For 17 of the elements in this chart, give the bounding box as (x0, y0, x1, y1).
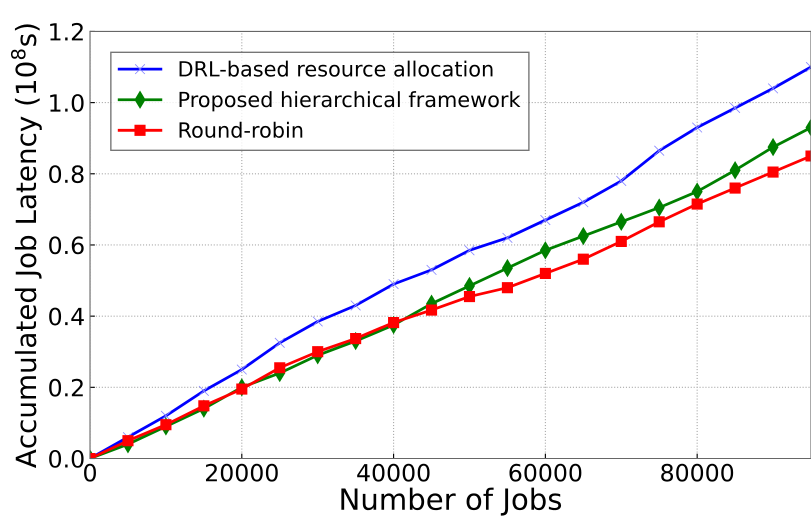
legend-label: Proposed hierarchical framework (180, 91, 520, 112)
x-tick-label: 40000 (357, 464, 430, 482)
y-tick-label: 0.2 (49, 378, 83, 397)
y-tick-label: 1.2 (50, 22, 83, 40)
x-tick-label: 20000 (206, 464, 278, 482)
x-tick-label: 0 (84, 464, 96, 482)
y-tick-label: 0.8 (49, 165, 84, 184)
y-axis-title: Accumulated Job Latency (10$^{8}$s) (10, 24, 42, 468)
x-tick-label: 60000 (509, 464, 582, 482)
x-axis-title: Number of Jobs (341, 488, 562, 516)
x-tick-label: 80000 (661, 464, 734, 482)
y-tick-label: 0.6 (49, 236, 84, 254)
y-tick-label: 1.0 (50, 94, 84, 112)
y-tick-label: 0.4 (49, 308, 84, 326)
legend-label: Round-robin (180, 122, 302, 138)
legend-label: DRL-based resource allocation (180, 60, 492, 77)
y-tick-label: 0.0 (49, 450, 84, 468)
